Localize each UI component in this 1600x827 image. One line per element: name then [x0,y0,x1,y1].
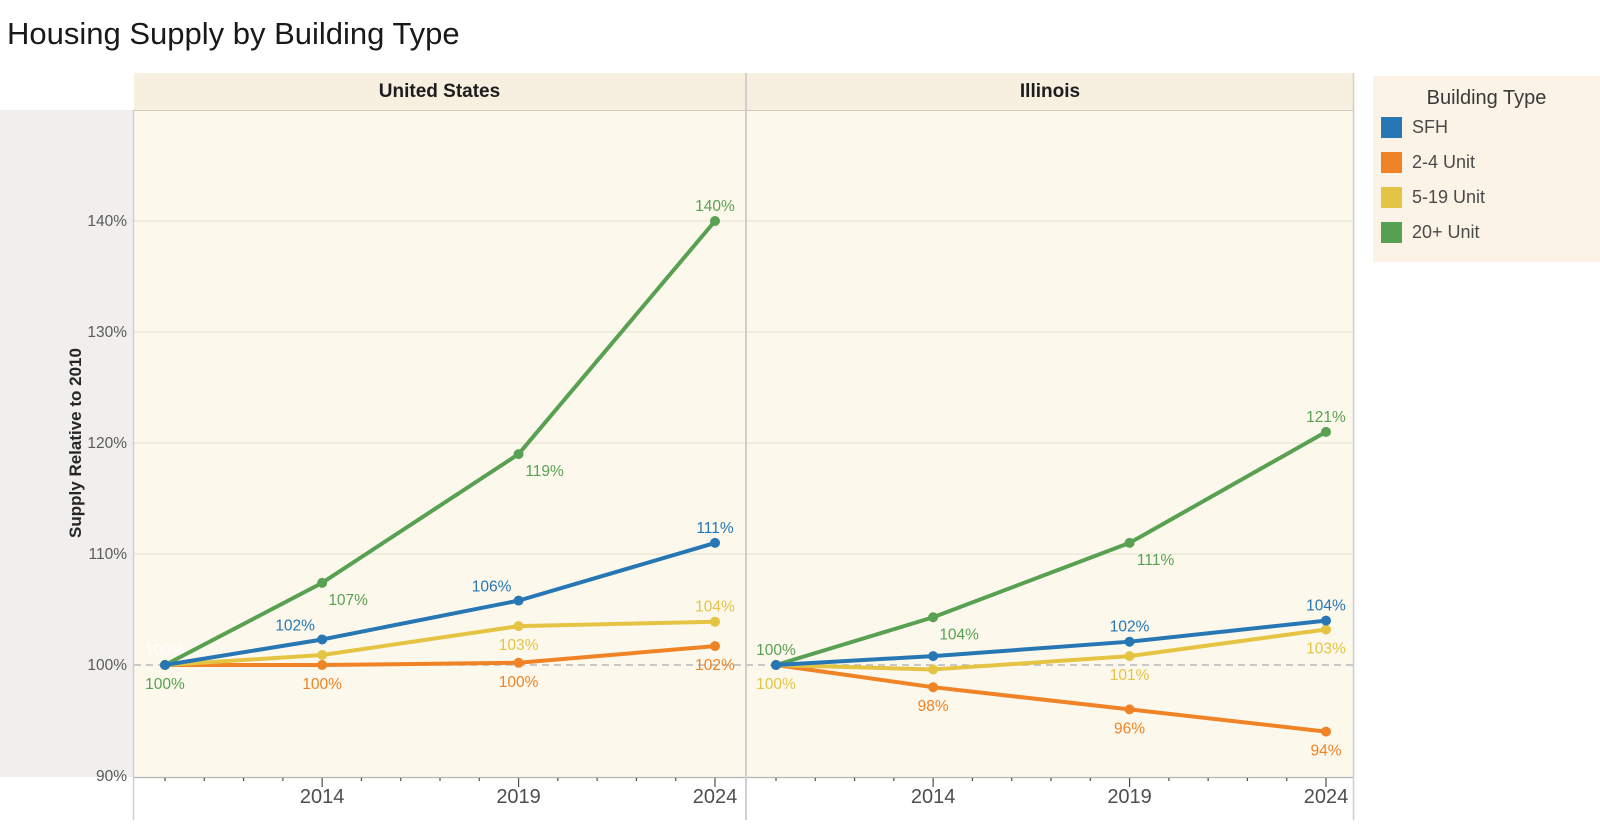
point-label-united-states-sfh-2019: 106% [472,579,512,596]
panel-header-united-states: United States [134,73,745,110]
point-united-states-2-4-unit-2024[interactable] [709,641,720,652]
point-label-united-states-5-19-unit-2019: 103% [499,637,539,654]
x-tick-label-united-states-2014: 2014 [300,786,345,808]
point-united-states-20-unit-2024[interactable] [709,216,720,226]
point-united-states-2-4-unit-2014[interactable] [317,660,328,670]
x-tick-label-illinois-2019: 2019 [1107,786,1152,808]
series-line-united-states-20-unit [163,219,717,667]
point-label-illinois-20-unit-2024: 121% [1306,409,1346,426]
point-illinois-5-19-unit-2019[interactable] [1124,651,1135,662]
point-label-united-states-20-unit-2024: 140% [695,198,735,215]
point-united-states-sfh-2019[interactable] [513,595,524,606]
x-tick-label-united-states-2019: 2019 [496,786,541,808]
point-united-states-sfh-2014[interactable] [317,634,328,645]
point-label-illinois-20-unit-2010: 100% [756,642,796,659]
point-label-illinois-2-4-unit-2024: 94% [1310,743,1341,760]
legend-item-sfh[interactable]: SFH [1373,110,1600,145]
panel-header-illinois: Illinois [747,73,1353,110]
point-illinois-20-unit-2024[interactable] [1320,426,1331,437]
point-label-illinois-5-19-unit-2010: 100% [756,676,796,693]
page-title: Housing Supply by Building Type [7,16,460,51]
legend-item-20-unit[interactable]: 20+ Unit [1373,215,1600,250]
panel-title-text: United States [378,80,501,102]
legend-item-5-19-unit[interactable]: 5-19 Unit [1373,180,1600,215]
series-line-united-states-5-19-unit [163,619,717,667]
legend-title: Building Type [1426,87,1547,109]
point-label-illinois-sfh-2019: 102% [1110,619,1150,636]
legend-swatch-sfh [1381,117,1402,138]
point-illinois-2-4-unit-2019[interactable] [1124,704,1135,715]
legend: Building Type SFH 2-4 Unit 5-19 Unit 20+ Un… [1373,76,1600,262]
point-illinois-sfh-2019[interactable] [1124,636,1135,647]
point-label-united-states-sfh-2024: 111% [696,520,734,537]
point-label-united-states-2-4-unit-2014: 100% [302,676,342,693]
point-label-illinois-2-4-unit-2019: 96% [1114,720,1145,737]
point-illinois-20-unit-2019[interactable] [1124,537,1135,548]
point-label-illinois-2-4-unit-2014: 98% [918,698,949,715]
legend-item-label: SFH [1412,117,1448,137]
panel-title-text: Illinois [1019,80,1081,102]
point-label-illinois-20-unit-2014: 104% [939,626,979,643]
point-label-illinois-20-unit-2019: 111% [1137,552,1175,569]
point-united-states-5-19-unit-2019[interactable] [513,621,524,632]
point-label-illinois-5-19-unit-2024: 103% [1306,640,1346,657]
series-line-illinois-20-unit [774,429,1328,667]
y-tick-label-140: 140% [87,213,127,230]
legend-item-label: 5-19 Unit [1412,187,1486,207]
point-label-united-states-20-unit-2019: 119% [525,463,564,480]
point-illinois-20-unit-2014[interactable] [928,612,939,623]
x-tick-label-illinois-2014: 2014 [911,786,956,808]
point-united-states-5-19-unit-2014[interactable] [317,650,328,661]
point-illinois-5-19-unit-2024[interactable] [1320,624,1331,635]
point-united-states-20-unit-2019[interactable] [513,449,524,460]
point-label-united-states-20-unit-2010: 100% [145,676,185,693]
point-label-united-states-20-unit-2014: 107% [328,592,368,609]
legend-item-label: 2-4 Unit [1412,152,1476,172]
y-tick-label-100: 100% [87,657,127,674]
point-illinois-sfh-2010[interactable] [771,660,781,670]
point-illinois-5-19-unit-2014[interactable] [928,664,939,675]
legend-items: SFH 2-4 Unit 5-19 Unit 20+ Unit [1373,110,1600,250]
point-united-states-sfh-2024[interactable] [709,537,720,548]
legend-item-label: 20+ Unit [1412,222,1480,242]
series-line-illinois-sfh [774,618,1328,667]
legend-swatch-2-4-unit [1381,152,1402,173]
series-line-united-states-2-4-unit [163,644,717,667]
point-illinois-2-4-unit-2024[interactable] [1320,726,1331,737]
point-label-illinois-5-19-unit-2019: 101% [1110,667,1150,684]
point-united-states-sfh-2010[interactable] [160,660,170,670]
x-tick-label-illinois-2024: 2024 [1304,786,1349,808]
series-line-illinois-2-4-unit [774,663,1328,734]
y-tick-label-110: 110% [89,546,128,563]
point-united-states-2-4-unit-2019[interactable] [513,657,524,668]
point-label-illinois-sfh-2024: 104% [1306,598,1346,615]
legend-item-2-4-unit[interactable]: 2-4 Unit [1373,145,1600,180]
point-illinois-2-4-unit-2014[interactable] [928,682,939,693]
y-tick-label-130: 130% [87,324,127,341]
point-united-states-5-19-unit-2024[interactable] [709,616,720,627]
series-line-united-states-sfh [163,540,717,667]
point-label-united-states-sfh-2014: 102% [275,617,315,634]
point-illinois-sfh-2014[interactable] [928,651,939,662]
legend-swatch-20-unit [1381,222,1402,243]
point-label-united-states-5-19-unit-2024: 104% [695,599,735,616]
legend-swatch-5-19-unit [1381,187,1402,208]
x-tick-label-united-states-2024: 2024 [693,786,738,808]
point-label-united-states-2-4-unit-2019: 100% [499,674,539,691]
y-tick-label-120: 120% [87,435,127,452]
point-united-states-20-unit-2014[interactable] [317,577,328,588]
point-illinois-sfh-2024[interactable] [1320,615,1331,626]
y-axis-gutter [0,110,133,777]
series-line-illinois-5-19-unit [774,627,1328,672]
y-tick-label-90: 90% [96,768,127,785]
point-label-united-states-2-4-unit-2024: 102% [695,657,735,674]
point-label-united-states-sfh-2010: 100% [145,642,185,659]
